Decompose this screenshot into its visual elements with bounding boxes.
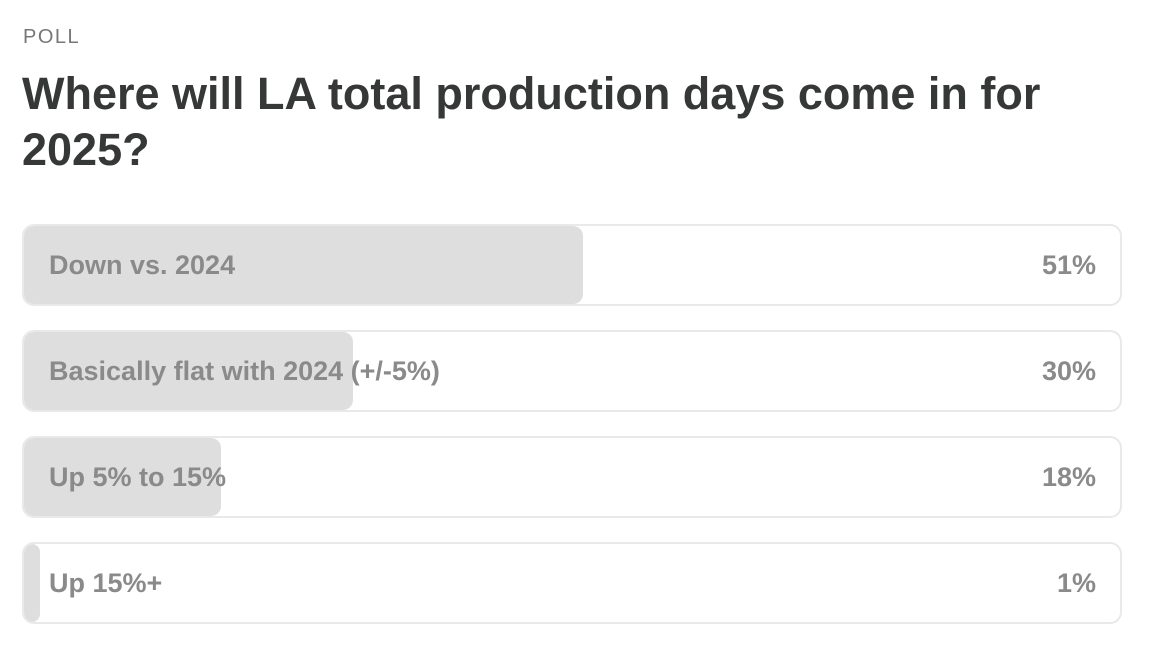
poll-options: Down vs. 2024 51% Basically flat with 20… [22, 224, 1122, 648]
poll-option-label: Up 5% to 15% [49, 462, 227, 492]
poll-option-label: Down vs. 2024 [49, 250, 236, 280]
poll-option-up-15-plus[interactable]: Up 15%+ 1% [22, 542, 1122, 624]
poll-option-result-bar [24, 438, 222, 516]
poll-label: POLL [23, 26, 81, 48]
poll-option-label: Up 15%+ [49, 568, 163, 598]
poll-option-result-bar [24, 332, 353, 410]
poll-option-result-bar [24, 226, 583, 304]
poll-option-label: Basically flat with 2024 (+/-5%) [49, 356, 440, 386]
poll-option-flat[interactable]: Basically flat with 2024 (+/-5%) 30% [22, 330, 1122, 412]
poll-option-up-5-to-15[interactable]: Up 5% to 15% 18% [22, 436, 1122, 518]
poll-option-result-bar [24, 544, 41, 622]
poll-option-percent: 51% [1041, 250, 1096, 280]
poll-option-down[interactable]: Down vs. 2024 51% [22, 224, 1122, 306]
poll-option-percent: 1% [1056, 568, 1096, 598]
poll-option-percent: 18% [1041, 462, 1096, 492]
poll-option-percent: 30% [1041, 356, 1096, 386]
poll-question: Where will LA total production days come… [22, 68, 1041, 175]
